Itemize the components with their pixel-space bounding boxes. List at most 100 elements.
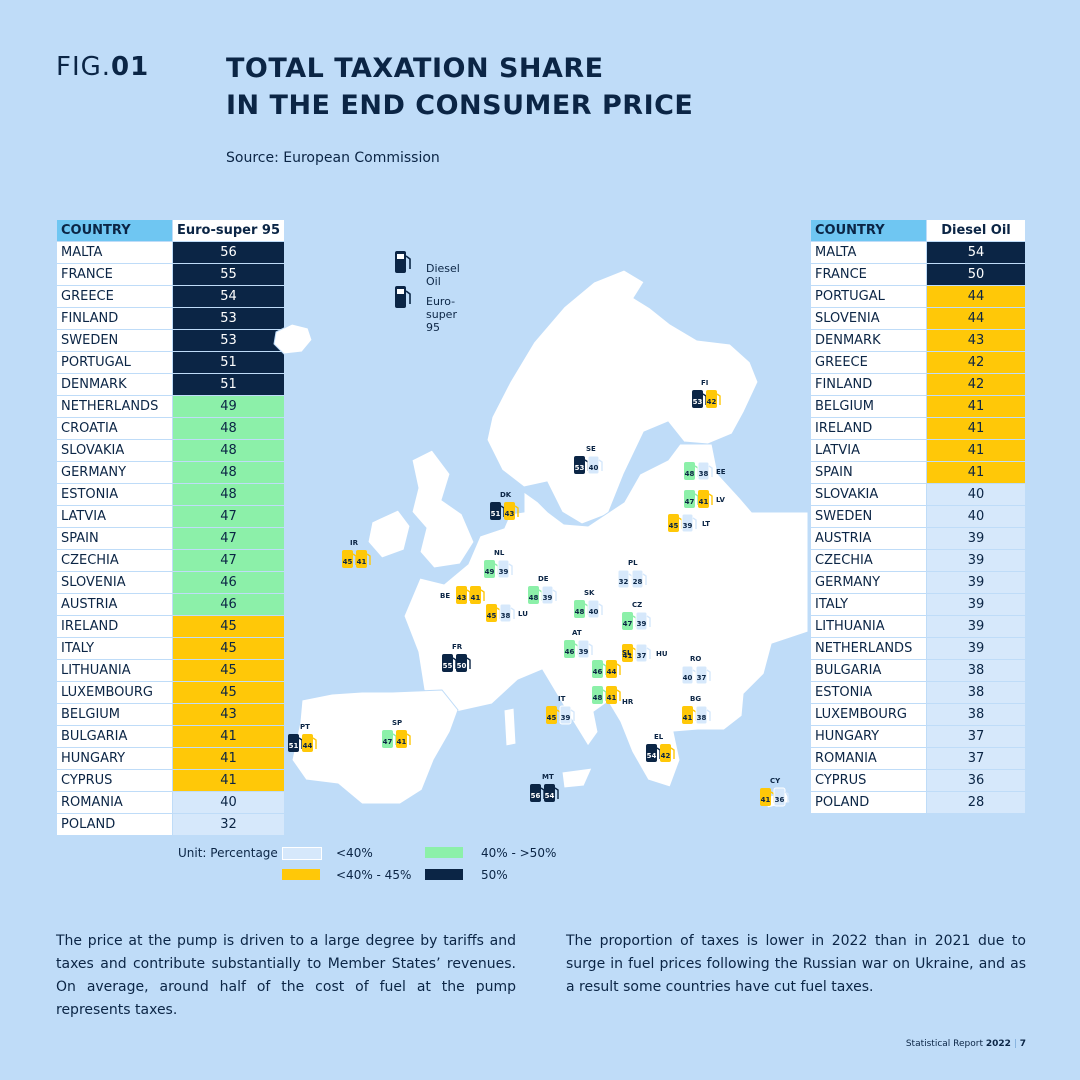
diesel-oil-pump-icon — [504, 502, 515, 520]
value-cell: 53 — [171, 307, 286, 330]
country-cell: LITHUANIA — [810, 615, 927, 638]
table-row: SLOVENIA 44 — [810, 307, 1026, 330]
country-marker-ir: IR 45 41 — [342, 539, 371, 568]
country-marker-lt: LT 45 39 — [668, 513, 710, 533]
country-marker-bg: BG 41 38 — [682, 695, 711, 725]
country-cell: DENMARK — [810, 329, 927, 352]
country-marker-it: IT 45 39 — [546, 695, 575, 725]
country-code-label: SK — [584, 589, 595, 597]
euro-super-value: 48 — [593, 694, 603, 702]
diesel-oil-pump-hose — [508, 563, 513, 575]
country-cell: POLAND — [56, 813, 173, 836]
table-row: CYPRUS 36 — [810, 769, 1026, 792]
table-row: ROMANIA 40 — [56, 791, 286, 814]
table-row: LUXEMBOURG 45 — [56, 681, 286, 704]
euro-super-pump-icon — [592, 686, 603, 704]
euro-super-pump-icon — [486, 604, 497, 622]
table-row: ITALY 45 — [56, 637, 286, 660]
diesel-oil-pump-hose — [598, 459, 603, 471]
value-cell: 44 — [926, 285, 1026, 308]
diesel-oil-pump-hose — [708, 465, 713, 477]
country-cell: FINLAND — [810, 373, 927, 396]
table-row: GREECE 42 — [810, 351, 1026, 374]
country-marker-fr: FR 55 50 — [442, 643, 471, 672]
country-cell: HUNGARY — [810, 725, 927, 748]
source-note: Source: European Commission — [226, 150, 440, 166]
table-row: SLOVAKIA 40 — [810, 483, 1026, 506]
euro-super-pump-icon — [456, 586, 467, 604]
euro-super-pump-icon — [684, 462, 695, 480]
country-cell: AUSTRIA — [810, 527, 927, 550]
euro-super-pump-icon — [668, 514, 679, 532]
value-cell: 45 — [171, 637, 286, 660]
country-code-label: BG — [690, 695, 701, 703]
value-cell: 41 — [926, 417, 1026, 440]
country-cell: ESTONIA — [810, 681, 927, 704]
table-row: DENMARK 51 — [56, 373, 286, 396]
country-cell: DENMARK — [56, 373, 173, 396]
euro-pump-icon — [395, 286, 411, 308]
euro-super-pump-icon — [546, 706, 557, 724]
value-cell: 42 — [926, 351, 1026, 374]
table-row: CROATIA 48 — [56, 417, 286, 440]
country-cell: SLOVENIA — [56, 571, 173, 594]
value-cell: 37 — [926, 747, 1026, 770]
diesel-oil-value: 41 — [397, 738, 407, 746]
diesel-oil-pump-icon — [606, 660, 617, 678]
country-code-label: DE — [538, 575, 549, 583]
diesel-oil-pump-icon — [681, 513, 694, 533]
country-code-label: FI — [701, 379, 708, 387]
value-cell: 38 — [926, 681, 1026, 704]
diesel-oil-pump-icon — [773, 787, 786, 807]
diesel-oil-pump-hose — [466, 657, 471, 669]
diesel-oil-value: 37 — [697, 674, 707, 682]
table-row: SLOVAKIA 48 — [56, 439, 286, 462]
country-marker-sp: SP 47 41 — [382, 719, 411, 748]
country-cell: BULGARIA — [56, 725, 173, 748]
fig-prefix: FIG. — [56, 52, 112, 82]
country-code-label: HR — [622, 698, 634, 706]
country-code-label: LU — [518, 610, 528, 618]
diesel-oil-value: 39 — [543, 594, 553, 602]
country-cell: SLOVENIA — [810, 307, 927, 330]
euro-super-value: 40 — [683, 674, 693, 682]
footer-separator: | — [1013, 1039, 1017, 1049]
country-column-header: COUNTRY — [810, 219, 927, 242]
diesel-oil-pump-hose — [480, 589, 485, 601]
footer-report: Statistical Report — [905, 1039, 983, 1049]
country-cell: NETHERLANDS — [56, 395, 173, 418]
diesel-oil-pump-icon — [587, 455, 600, 475]
country-cell: ITALY — [56, 637, 173, 660]
country-cell: LITHUANIA — [56, 659, 173, 682]
diesel-oil-value: 41 — [607, 694, 617, 702]
table-row: SPAIN 47 — [56, 527, 286, 550]
value-cell: 40 — [926, 505, 1026, 528]
diesel-oil-pump-icon — [302, 734, 313, 752]
value-cell: 46 — [171, 593, 286, 616]
euro-super-value: 47 — [383, 738, 393, 746]
euro-super-value: 53 — [693, 398, 703, 406]
country-code-label: SE — [586, 445, 596, 453]
country-cell: CROATIA — [56, 417, 173, 440]
country-cell: ROMANIA — [56, 791, 173, 814]
table-row: SWEDEN 53 — [56, 329, 286, 352]
table-row: SLOVENIA 46 — [56, 571, 286, 594]
euro-super-value: 46 — [565, 648, 575, 656]
table-row: HUNGARY 41 — [56, 747, 286, 770]
footer-page-number: 7 — [1019, 1039, 1026, 1049]
euro-super-value: 51 — [289, 742, 299, 750]
diesel-oil-value: 42 — [707, 398, 717, 406]
diesel-oil-pump-hose — [646, 647, 651, 659]
table-row: GREECE 54 — [56, 285, 286, 308]
table-row: PORTUGAL 51 — [56, 351, 286, 374]
value-cell: 45 — [171, 659, 286, 682]
europe-map: FI 53 42 SE 53 40 EE 48 38 LV 47 41 LT 45 39 DK 51 43 IR 45… — [273, 269, 808, 809]
country-cell: LUXEMBOURG — [56, 681, 173, 704]
country-code-label: DK — [500, 491, 512, 499]
euro-super-value: 56 — [531, 792, 541, 800]
diesel-oil-pump-hose — [646, 615, 651, 627]
country-marker-nl: NL 49 39 — [484, 549, 513, 579]
country-cell: LATVIA — [56, 505, 173, 528]
diesel-oil-value: 39 — [561, 714, 571, 722]
diesel-oil-pump-icon — [706, 390, 717, 408]
